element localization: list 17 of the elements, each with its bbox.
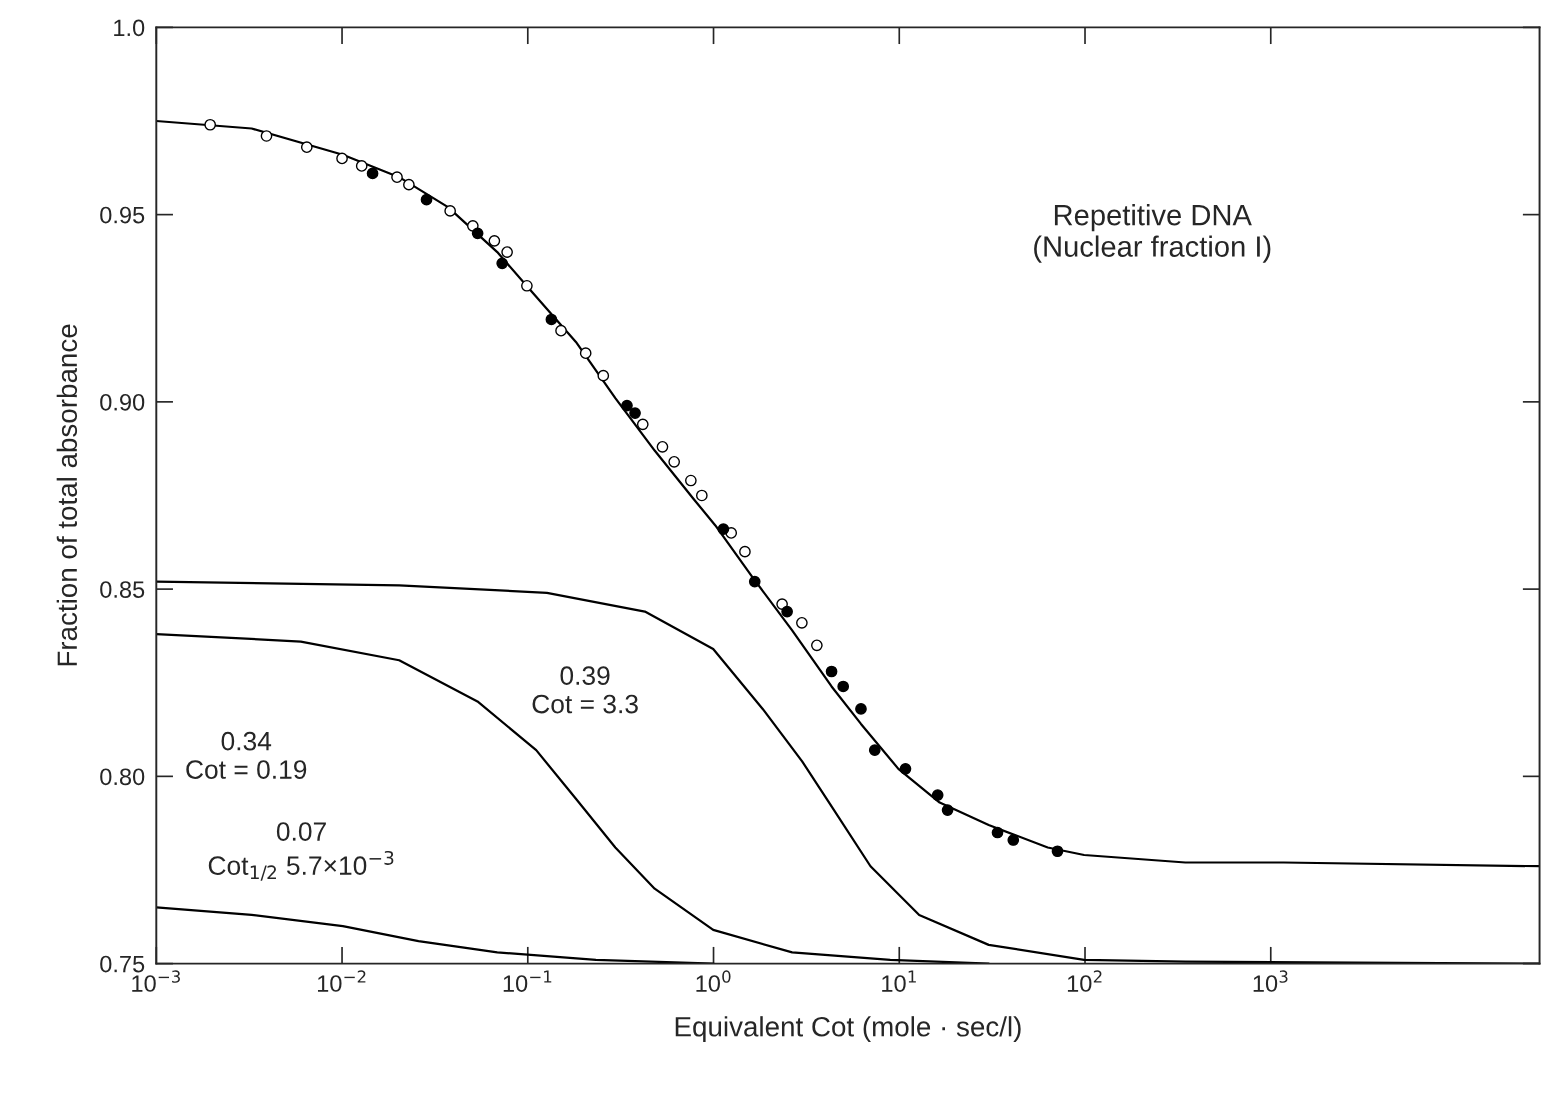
y-tick-label: 0.95 bbox=[100, 206, 145, 224]
x-axis-title: Equivalent Cot (mole · sec/l) bbox=[675, 1016, 1021, 1043]
y-tick-label: 1.0 bbox=[114, 19, 145, 37]
x-tick-label: 10$^{−1}$ bbox=[503, 970, 552, 992]
y-tick-label: 0.90 bbox=[100, 393, 145, 411]
x-tick-label: 10$^{1}$ bbox=[882, 970, 916, 992]
text: 0.07 Cot$_{1/2}$ 5.7×10$^{−3}$ bbox=[208, 822, 394, 881]
annotation: Repetitive DNA (Nuclear fraction I) bbox=[1034, 204, 1271, 263]
x-tick-label: 10$^{2}$ bbox=[1067, 970, 1102, 992]
x-tick-label: 10$^{3}$ bbox=[1253, 970, 1288, 992]
annotation: 0.34 Cot = 0.19 bbox=[186, 731, 307, 779]
y-tick-label: 0.80 bbox=[100, 768, 145, 786]
y-axis-title: Fraction of total absorbance bbox=[56, 324, 78, 666]
y-tick-label: 0.85 bbox=[100, 581, 145, 598]
x-tick-label: 10$^{0}$ bbox=[696, 970, 731, 992]
annotation: 0.39 Cot = 3.3 bbox=[532, 666, 638, 714]
x-tick-label: 10$^{−2}$ bbox=[317, 970, 366, 992]
